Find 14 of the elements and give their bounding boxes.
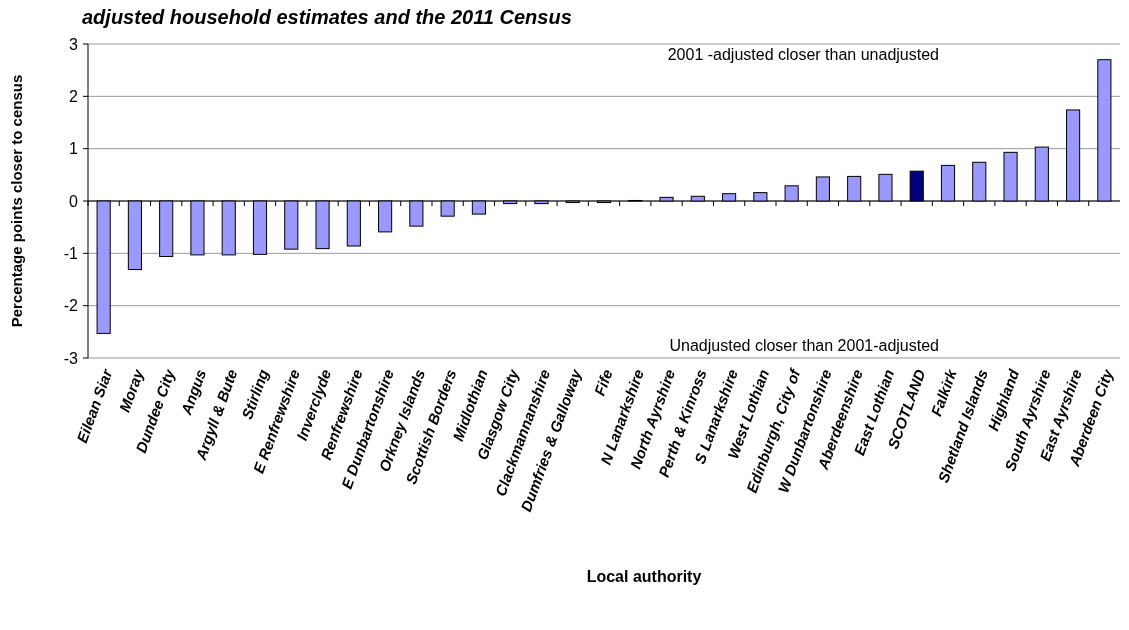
x-tick-label: Angus	[176, 367, 210, 418]
y-tick-label: 1	[69, 140, 79, 158]
x-tick-label: Eilean Siar	[73, 365, 116, 445]
y-tick-label: -3	[63, 349, 79, 367]
annotation: 2001 -adjusted closer than unadjusted	[667, 46, 939, 64]
x-axis-title: Local authority	[586, 568, 702, 585]
y-tick-label: 0	[69, 192, 79, 210]
y-tick-label: -2	[63, 297, 79, 315]
annotation: Unadjusted closer than 2001-adjusted	[669, 336, 939, 354]
y-axis-title: Percentage points closer to census	[8, 74, 25, 328]
chart-title: adjusted household estimates and the 2011 Census	[82, 6, 572, 28]
y-tick-label: 2	[69, 87, 79, 105]
y-tick-label: 3	[69, 35, 79, 53]
y-tick-label: -1	[63, 244, 79, 262]
